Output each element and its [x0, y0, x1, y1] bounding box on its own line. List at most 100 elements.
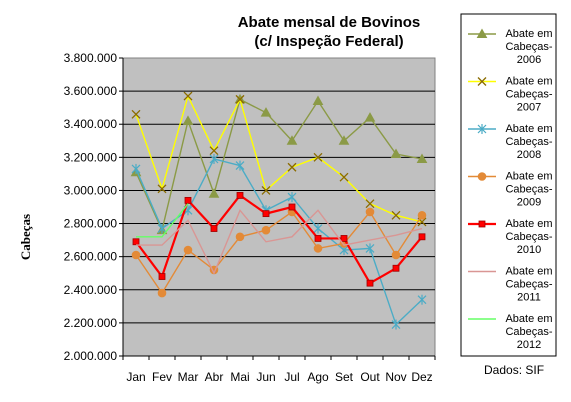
series-6 [136, 208, 423, 275]
data-point [390, 148, 402, 159]
y-axis-ticks: 2.000.000 2.200.000 2.400.000 2.600.000 2.80… [64, 51, 435, 363]
series-layer [130, 91, 428, 330]
series-5 [132, 192, 426, 287]
data-point [313, 152, 323, 162]
data-point [209, 153, 219, 164]
series-line [135, 193, 423, 285]
legend-marker [476, 28, 488, 38]
x-tick-label: Jan [126, 370, 145, 384]
data-point [262, 210, 270, 218]
source-note: Dados: SIF [484, 363, 544, 377]
x-tick-label: Ago [307, 370, 329, 384]
legend-label: Cabeças- [505, 41, 552, 53]
data-point [416, 153, 428, 163]
legend-label: Abate em [505, 218, 552, 230]
data-point [338, 135, 350, 145]
chart-title-line-2: (c/ Inspeção Federal) [254, 33, 403, 50]
y-tick-label: 3.800.000 [64, 51, 118, 65]
y-tick-label: 3.600.000 [64, 84, 118, 98]
x-tick-label: Nov [385, 370, 406, 384]
legend-label: Abate em [505, 76, 552, 88]
data-point [235, 232, 245, 242]
series-line [135, 94, 423, 223]
legend-label: 2010 [517, 244, 541, 256]
x-tick-label: Jul [284, 370, 299, 384]
legend-label: Cabeças- [505, 231, 552, 243]
data-point [131, 109, 141, 119]
data-point [261, 225, 271, 235]
legend-marker [477, 124, 487, 134]
y-tick-label: 2.800.000 [64, 217, 118, 231]
data-point [365, 199, 375, 209]
data-point [131, 250, 141, 260]
data-point [313, 244, 323, 253]
y-axis-label: Cabeças [18, 214, 33, 260]
legend-label: Cabeças- [505, 89, 552, 101]
y-tick-label: 2.200.000 [64, 316, 118, 330]
data-point [287, 162, 297, 172]
y-tick-label: 2.400.000 [64, 283, 118, 297]
legend-marker [477, 77, 487, 86]
data-point [417, 294, 427, 305]
series-3 [131, 153, 427, 330]
x-tick-label: Abr [205, 370, 224, 384]
y-tick-label: 3.200.000 [64, 150, 118, 164]
legend-label: Abate em [505, 28, 552, 40]
legend-label: 2009 [517, 197, 541, 209]
legend-marker [477, 172, 487, 181]
legend-label: Abate em [505, 266, 552, 278]
legend-label: 2008 [517, 149, 541, 161]
data-point [391, 250, 401, 260]
data-point [183, 91, 193, 101]
series-1 [130, 93, 428, 235]
data-point [339, 172, 349, 182]
data-point [392, 264, 400, 272]
data-point [182, 115, 194, 125]
data-point [157, 288, 167, 298]
plot-area [122, 57, 436, 357]
data-point [235, 94, 245, 104]
legend-label: 2007 [517, 102, 541, 114]
legend-label: 2006 [517, 54, 541, 66]
series-line [136, 203, 189, 238]
legend-label: Abate em [505, 123, 552, 135]
x-tick-label: Jun [256, 370, 275, 384]
legend-label: Cabeças- [505, 326, 552, 338]
data-point [417, 210, 427, 220]
data-point [287, 192, 297, 203]
data-point [312, 95, 324, 106]
data-point [314, 235, 322, 242]
data-point [365, 207, 375, 217]
legend-marker [478, 220, 486, 228]
y-tick-label: 2.600.000 [64, 250, 118, 264]
legend-label: Abate em [505, 171, 552, 183]
y-tick-label: 3.400.000 [64, 117, 118, 131]
data-point [366, 279, 374, 287]
data-point [286, 135, 298, 145]
data-point [260, 107, 272, 117]
data-point [132, 238, 140, 246]
data-point [235, 160, 245, 171]
data-point [183, 245, 193, 255]
data-point [391, 210, 401, 220]
series-7 [136, 203, 189, 238]
legend-label: Cabeças- [505, 279, 552, 291]
data-point [184, 196, 192, 204]
data-point [418, 233, 426, 241]
data-point [131, 163, 141, 174]
legend-label: Cabeças- [505, 136, 552, 148]
legend-label: Cabeças- [505, 184, 552, 196]
data-point [157, 223, 167, 234]
data-point [365, 243, 375, 254]
data-point [391, 319, 401, 330]
x-tick-label: Dez [411, 370, 432, 384]
data-point [364, 112, 376, 122]
